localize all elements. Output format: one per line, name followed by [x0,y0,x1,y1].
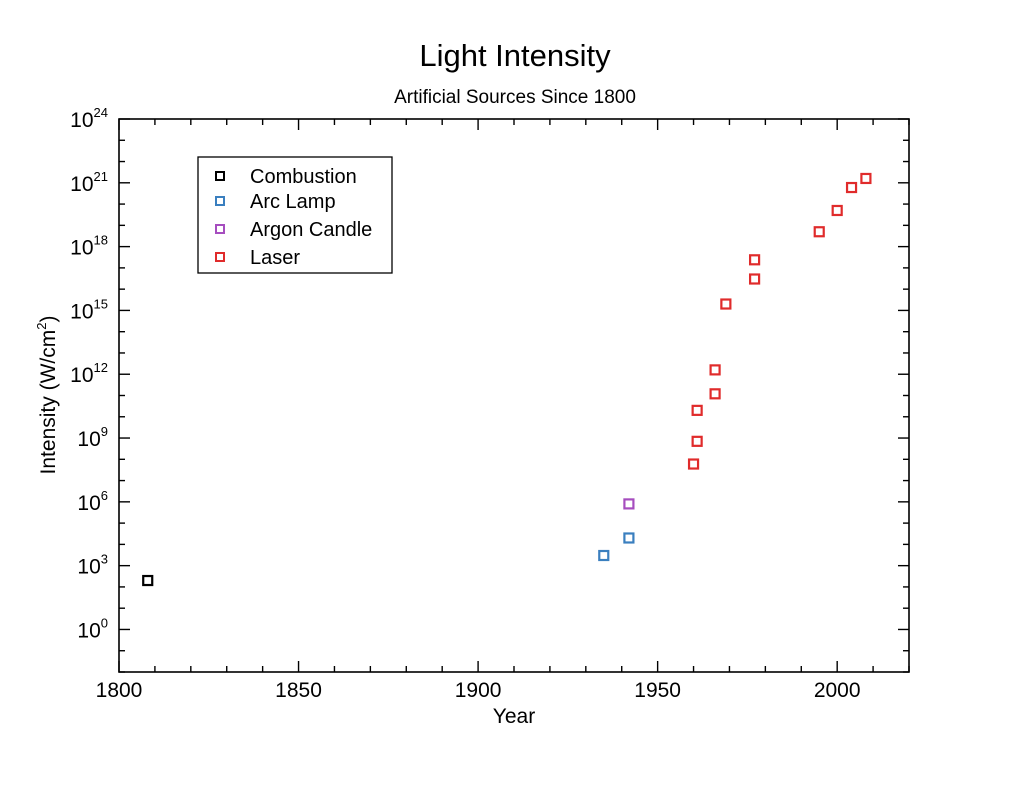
legend-marker-arc-lamp [215,196,225,206]
y-axis-ticks: 100 103 106 109 1012 1015 1018 1021 1024 [70,105,909,673]
x-tick-label: 2000 [814,679,861,702]
x-tick-label: 1950 [634,679,681,702]
chart-subtitle: Artificial Sources Since 1800 [394,87,636,108]
data-point-laser [748,273,761,285]
legend: Combustion Arc Lamp Argon Candle Laser [197,156,393,274]
data-point-laser [687,458,700,470]
legend-marker-laser [215,252,225,262]
y-tick-label: 100 [77,615,108,642]
y-tick-label: 1012 [70,360,108,387]
data-point-laser [860,172,872,185]
chart-title: Light Intensity [419,38,611,73]
legend-label-arc-lamp: Arc Lamp [250,191,336,213]
data-point-laser [709,388,721,400]
y-tick-label: 106 [77,488,108,515]
data-point-combustion [142,574,154,587]
y-axis-label-exp: 2 [34,323,49,330]
y-tick-label: 1018 [70,233,108,260]
legend-label-argon-candle: Argon Candle [250,219,372,241]
legend-box [197,156,393,274]
x-tick-label: 1900 [455,679,502,702]
legend-marker-combustion [215,171,225,181]
legend-marker-argon-candle [215,224,225,234]
y-axis-label: Intensity (W/cm2) [34,316,60,475]
y-tick-label: 103 [77,552,108,579]
data-point-argon-candle [623,498,635,510]
data-point-laser [845,181,858,194]
data-point-laser [691,404,703,416]
x-tick-label: 1850 [275,679,322,702]
legend-label-laser: Laser [250,247,300,269]
y-tick-label: 109 [77,424,108,451]
y-tick-label: 1021 [70,169,108,196]
data-point-laser [748,254,761,266]
y-axis-label-base: Intensity (W/cm [37,330,60,475]
data-point-laser [691,435,703,447]
legend-entries: Combustion Arc Lamp Argon Candle Laser [215,166,372,269]
data-point-laser [813,226,825,238]
data-point-arc-lamp [598,549,610,562]
y-tick-label: 1024 [70,105,108,132]
data-point-laser [709,364,721,376]
legend-label-combustion: Combustion [250,166,357,188]
data-point-arc-lamp [623,532,635,544]
y-tick-label: 1015 [70,296,108,323]
data-point-laser [831,204,843,217]
data-points [142,172,872,587]
data-point-laser [720,298,732,310]
x-axis-label: Year [493,705,535,728]
x-tick-label: 1800 [96,679,143,702]
x-axis-ticks: 1800 1850 1900 1950 2000 [96,119,910,702]
y-axis-label-close: ) [37,316,60,323]
